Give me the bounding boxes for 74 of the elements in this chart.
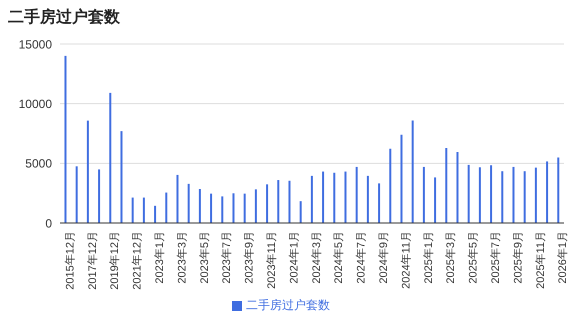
x-tick-label: 2019年12月 bbox=[109, 231, 122, 290]
x-tick-label: 2025年3月 bbox=[445, 231, 458, 284]
bar bbox=[478, 167, 481, 223]
legend-label: 二手房过户套数 bbox=[246, 298, 330, 312]
bar bbox=[546, 161, 548, 223]
bar bbox=[176, 174, 178, 223]
bar bbox=[232, 193, 234, 223]
bar bbox=[310, 176, 313, 223]
bar bbox=[366, 176, 369, 223]
x-tick-label: 2025年1月 bbox=[422, 231, 435, 284]
bar bbox=[142, 198, 145, 223]
bar bbox=[165, 192, 168, 223]
bar bbox=[198, 188, 201, 223]
bar bbox=[266, 184, 268, 223]
bar bbox=[322, 172, 324, 223]
bar bbox=[300, 201, 302, 223]
y-tick-label: 10000 bbox=[18, 96, 52, 111]
x-tick-label: 2025年11月 bbox=[534, 231, 547, 289]
bar bbox=[154, 206, 156, 223]
bar bbox=[98, 169, 100, 223]
bar bbox=[109, 92, 112, 223]
bar bbox=[534, 168, 537, 223]
x-tick-label: 2026年1月 bbox=[557, 231, 570, 284]
bar bbox=[422, 166, 425, 223]
x-tick-label: 2024年7月 bbox=[356, 231, 368, 284]
y-tick-label: 5000 bbox=[25, 156, 52, 171]
x-tick-label: 2024年3月 bbox=[310, 231, 323, 284]
bar bbox=[456, 152, 458, 223]
x-tick-label: 2017年12月 bbox=[86, 231, 99, 290]
bar bbox=[490, 165, 492, 223]
bar bbox=[221, 196, 224, 223]
bar bbox=[288, 180, 290, 223]
y-tick-label: 0 bbox=[45, 216, 52, 230]
x-tick-label: 2025年5月 bbox=[468, 231, 480, 284]
x-tick-label: 2024年5月 bbox=[333, 231, 346, 284]
x-tick-label: 2024年9月 bbox=[378, 231, 390, 284]
bar bbox=[445, 148, 448, 223]
x-tick-label: 2015年12月 bbox=[64, 231, 76, 290]
x-tick-label: 2023年5月 bbox=[198, 231, 211, 284]
x-tick-label: 2023年11月 bbox=[266, 231, 278, 289]
bar bbox=[254, 189, 257, 223]
y-tick-label: 15000 bbox=[18, 37, 52, 52]
x-tick-label: 2024年1月 bbox=[288, 231, 300, 284]
x-tick-label: 2023年7月 bbox=[221, 231, 234, 284]
bar bbox=[132, 198, 134, 223]
x-tick-label: 2023年9月 bbox=[244, 231, 256, 284]
bar bbox=[244, 194, 246, 223]
x-tick-label: 2021年12月 bbox=[132, 231, 144, 290]
bar bbox=[378, 183, 380, 223]
bar bbox=[434, 177, 436, 223]
bar bbox=[210, 194, 212, 223]
x-tick-label: 2023年3月 bbox=[176, 231, 188, 284]
x-tick-label: 2023年1月 bbox=[154, 231, 166, 284]
x-tick-label: 2025年7月 bbox=[490, 231, 502, 284]
bar bbox=[501, 171, 504, 223]
bar bbox=[412, 120, 414, 223]
bar bbox=[277, 180, 280, 223]
x-tick-label: 2024年11月 bbox=[400, 231, 412, 289]
x-tick-label: 2025年9月 bbox=[512, 231, 524, 284]
bar bbox=[120, 131, 122, 223]
bar bbox=[356, 166, 358, 223]
bar bbox=[86, 120, 89, 223]
bar bbox=[333, 172, 336, 223]
chart-title: 二手房过户套数 bbox=[8, 8, 121, 28]
bar bbox=[557, 157, 560, 223]
bar bbox=[389, 148, 392, 223]
bar bbox=[64, 56, 66, 223]
bar bbox=[512, 166, 514, 223]
bar bbox=[344, 172, 346, 223]
bar bbox=[188, 184, 190, 223]
bar bbox=[524, 171, 526, 223]
bar bbox=[400, 134, 402, 223]
bar bbox=[76, 166, 78, 223]
bar bbox=[468, 164, 470, 223]
